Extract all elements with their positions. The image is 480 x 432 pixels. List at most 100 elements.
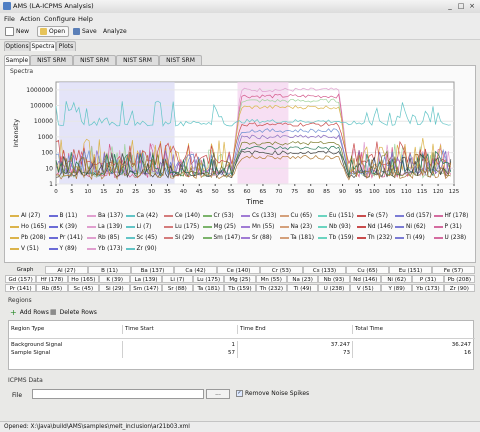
graph-toggle-cell[interactable]: Fe (57) — [432, 266, 475, 274]
graph-toggle-cell[interactable]: Gd (157) — [5, 275, 37, 283]
x-tick-label: 110 — [401, 189, 412, 195]
menu-help[interactable]: Help — [78, 15, 93, 23]
column-header-region-type: Region Type — [9, 325, 123, 334]
legend-swatch — [164, 215, 173, 217]
graph-toggle-cell[interactable]: Ca (42) — [174, 266, 217, 274]
legend-swatch — [241, 226, 250, 228]
save-button[interactable]: Save — [71, 26, 101, 37]
graph-toggle-cell[interactable]: Eu (151) — [389, 266, 432, 274]
graph-toggle-cell[interactable]: Ce (140) — [217, 266, 260, 274]
graph-toggle-cell[interactable]: Sc (45) — [67, 284, 99, 292]
table-cell[interactable]: 37.247 — [238, 341, 353, 350]
graph-toggle-cell[interactable]: Ba (137) — [131, 266, 174, 274]
legend-swatch — [125, 215, 135, 217]
table-cell[interactable]: 16 — [464, 350, 471, 356]
graph-toggle-cell[interactable]: K (39) — [99, 275, 131, 283]
legend-entry: K (39) — [48, 223, 78, 231]
graph-toggle-cell[interactable]: Hf (178) — [36, 275, 68, 283]
tab-sample[interactable]: Sample — [4, 55, 30, 65]
tab-spectra[interactable]: Spectra — [30, 41, 56, 51]
graph-toggle-cell[interactable]: Al (27) — [45, 266, 88, 274]
graph-toggle-cell[interactable]: Ti (49) — [287, 284, 319, 292]
legend-swatch — [318, 215, 327, 217]
graph-toggle-cell[interactable]: Sm (147) — [130, 284, 162, 292]
table-cell[interactable]: Background Signal — [9, 341, 123, 350]
graph-toggle-cell[interactable]: Si (29) — [99, 284, 131, 292]
legend-label: Si (29) — [175, 235, 195, 241]
table-cell[interactable]: 73 — [238, 349, 353, 358]
legend-entry: P (31) — [433, 223, 462, 231]
menu-action[interactable]: Action — [20, 15, 41, 23]
graph-toggle-cell[interactable]: Zr (90) — [443, 284, 475, 292]
graph-toggle-cell[interactable]: Tb (159) — [224, 284, 256, 292]
graph-toggle-cell[interactable]: Mg (25) — [224, 275, 256, 283]
tab-nist-1[interactable]: NIST SRM 610 — [30, 55, 73, 74]
graph-toggle-cell[interactable]: V (51) — [349, 284, 381, 292]
graph-toggle-cell[interactable]: Na (23) — [287, 275, 319, 283]
menu-file[interactable]: File — [4, 15, 15, 23]
graph-toggle-cell[interactable]: Ho (165) — [67, 275, 99, 283]
graph-toggle-cell[interactable]: Pb (208) — [443, 275, 475, 283]
legend-swatch — [356, 226, 366, 228]
graph-toggle-cell[interactable]: Li (7) — [161, 275, 193, 283]
graph-toggle-cell[interactable]: U (238) — [318, 284, 350, 292]
x-tick-label: 90 — [339, 189, 346, 195]
browse-button[interactable]: ... — [206, 389, 230, 399]
legend-entry: Nd (146) — [356, 223, 393, 231]
x-tick-label: 40 — [180, 189, 187, 195]
legend-label: Sr (88) — [252, 235, 272, 241]
add-rows-button[interactable]: + Add Rows — [10, 308, 49, 317]
graph-toggle-cell[interactable]: Cs (133) — [303, 266, 346, 274]
graph-toggle-cell[interactable]: Pr (141) — [5, 284, 37, 292]
delete-rows-label: Delete Rows — [59, 308, 97, 316]
minimize-icon[interactable]: _ — [448, 2, 452, 10]
file-path-input[interactable] — [32, 389, 204, 399]
table-cell[interactable]: 36.247 — [451, 342, 471, 348]
x-tick-label: 10 — [84, 189, 91, 195]
tab-nist-3[interactable]: NIST SRM 610 — [116, 55, 159, 74]
legend-entry: Ba (137) — [87, 212, 123, 220]
legend-swatch — [279, 237, 289, 239]
analyze-button[interactable]: Analyze — [101, 26, 131, 37]
graph-toggle-cell[interactable]: Nd (146) — [349, 275, 381, 283]
graph-toggle-cell[interactable]: Cu (65) — [346, 266, 389, 274]
graph-toggle-cell[interactable]: Ta (181) — [193, 284, 225, 292]
graph-toggle-cell[interactable]: Sr (88) — [161, 284, 193, 292]
graph-toggle-cell[interactable]: Th (232) — [255, 284, 287, 292]
tab-nist-4[interactable]: NIST SRM 610 — [159, 55, 202, 74]
legend-swatch — [10, 215, 19, 217]
new-button[interactable]: New — [3, 26, 35, 37]
column-header-total-time: Total Time — [355, 326, 384, 332]
legend-entry: Hf (178) — [433, 212, 468, 220]
graph-toggle-cell[interactable]: Nb (93) — [318, 275, 350, 283]
graph-toggle-cell[interactable]: La (139) — [130, 275, 162, 283]
delete-rows-button[interactable]: ▦ Delete Rows — [50, 308, 97, 316]
graph-toggle-cell[interactable]: Cr (53) — [260, 266, 303, 274]
open-button[interactable]: Open — [37, 26, 69, 37]
maximize-icon[interactable]: □ — [457, 2, 465, 10]
legend-swatch — [164, 226, 173, 228]
menu-configure[interactable]: Configure — [44, 15, 76, 23]
tab-options[interactable]: Options — [4, 41, 30, 51]
table-cell[interactable]: 57 — [123, 349, 238, 358]
remove-noise-checkbox[interactable]: ✓ Remove Noise Spikes — [236, 390, 309, 397]
legend-entry: Ta (181) — [279, 234, 314, 242]
legend-label: Ce (140) — [175, 213, 201, 219]
graph-toggle-cell[interactable]: B (11) — [88, 266, 131, 274]
graph-toggle-cell[interactable]: Rb (85) — [36, 284, 68, 292]
tab-plots[interactable]: Plots — [56, 41, 76, 51]
graph-toggle-cell[interactable]: Ni (62) — [381, 275, 413, 283]
close-icon[interactable]: × — [469, 2, 475, 10]
tab-nist-2[interactable]: NIST SRM 610 — [73, 55, 116, 74]
graph-toggle-cell[interactable]: Mn (55) — [255, 275, 287, 283]
graph-toggle-cell[interactable]: Y (89) — [381, 284, 413, 292]
legend-label: K (39) — [59, 224, 78, 230]
legend-swatch — [125, 226, 135, 228]
legend-swatch — [318, 226, 327, 228]
graph-toggle-cell[interactable]: P (31) — [412, 275, 444, 283]
graph-toggle-cell[interactable]: Yb (173) — [412, 284, 444, 292]
table-cell[interactable]: Sample Signal — [9, 349, 123, 358]
table-cell[interactable]: 1 — [123, 341, 238, 350]
graph-toggle-cell[interactable]: Lu (175) — [193, 275, 225, 283]
